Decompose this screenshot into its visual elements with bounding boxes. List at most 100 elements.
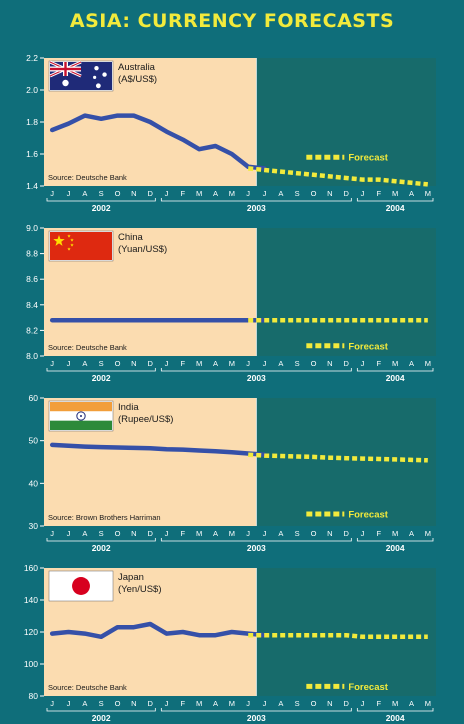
month-tick-label: D — [147, 699, 153, 708]
month-tick-label: J — [361, 529, 365, 538]
y-tick-label: 9.0 — [26, 223, 38, 233]
year-bracket — [160, 198, 352, 202]
y-tick-label: 2.2 — [26, 53, 38, 63]
year-label: 2003 — [247, 543, 266, 552]
month-tick-label: M — [196, 189, 202, 198]
year-bracket — [46, 708, 156, 712]
y-tick-label: 80 — [29, 691, 39, 701]
month-tick-label: A — [278, 529, 283, 538]
month-tick-label: N — [131, 359, 136, 368]
y-tick-label: 1.4 — [26, 181, 38, 191]
y-tick-label: 8.2 — [26, 325, 38, 335]
forecast-panel — [256, 398, 436, 526]
y-tick-label: 140 — [24, 595, 38, 605]
year-label: 2002 — [92, 203, 111, 212]
month-tick-label: A — [213, 359, 218, 368]
month-tick-label: S — [99, 529, 104, 538]
y-tick-label: 120 — [24, 627, 38, 637]
month-tick-label: A — [409, 359, 414, 368]
month-tick-label: S — [99, 359, 104, 368]
currency-chart-australia: 2.2 2.0 1.8 1.6 1.4 Australia(A$/US$) Source: … — [26, 53, 436, 212]
year-label: 2002 — [92, 373, 111, 382]
month-tick-label: J — [50, 359, 54, 368]
month-tick-label: J — [263, 359, 267, 368]
y-tick-label: 40 — [29, 478, 39, 488]
forecast-line — [248, 632, 428, 640]
country-name: India — [118, 402, 139, 413]
month-tick-label: N — [327, 359, 332, 368]
month-tick-label: D — [343, 359, 349, 368]
month-tick-label: O — [115, 699, 121, 708]
month-tick-label: N — [131, 529, 136, 538]
country-name: China — [118, 232, 144, 243]
charts-container: 2.2 2.0 1.8 1.6 1.4 Australia (A$/US$) Source: … — [0, 42, 464, 724]
month-tick-label: S — [295, 529, 300, 538]
forecast-panel — [256, 228, 436, 356]
country-name: Japan — [118, 572, 144, 583]
year-label: 2004 — [386, 203, 405, 212]
month-tick-label: A — [213, 699, 218, 708]
currency-unit: (Yen/US$) — [118, 584, 161, 595]
year-bracket — [356, 368, 434, 372]
month-tick-label: J — [246, 699, 250, 708]
month-tick-label: J — [361, 359, 365, 368]
y-tick-label: 1.8 — [26, 117, 38, 127]
year-bracket — [356, 198, 434, 202]
month-tick-label: M — [229, 529, 235, 538]
month-tick-label: J — [67, 359, 71, 368]
year-bracket — [356, 538, 434, 542]
year-label: 2003 — [247, 713, 266, 722]
year-label: 2004 — [386, 373, 405, 382]
month-tick-label: N — [131, 189, 136, 198]
month-tick-label: F — [181, 529, 186, 538]
source-note: Source: Deutsche Bank — [48, 343, 127, 352]
month-tick-label: D — [147, 189, 153, 198]
month-tick-label: M — [229, 189, 235, 198]
history-line — [49, 113, 267, 171]
month-tick-label: J — [246, 189, 250, 198]
y-tick-label: 160 — [24, 563, 38, 573]
page-title: ASIA: CURRENCY FORECASTS — [69, 10, 395, 32]
month-tick-label: M — [425, 359, 431, 368]
month-tick-label: F — [181, 189, 186, 198]
year-label: 2003 — [247, 373, 266, 382]
y-tick-label: 8.8 — [26, 249, 38, 259]
year-label: 2002 — [92, 713, 111, 722]
month-tick-label: M — [425, 529, 431, 538]
month-tick-label: S — [295, 189, 300, 198]
month-tick-label: A — [213, 189, 218, 198]
month-tick-label: A — [278, 359, 283, 368]
month-tick-label: F — [181, 699, 186, 708]
year-bracket — [46, 368, 156, 372]
month-tick-label: J — [165, 529, 169, 538]
month-tick-label: A — [82, 529, 87, 538]
month-tick-label: J — [50, 529, 54, 538]
month-tick-label: M — [392, 699, 398, 708]
month-tick-label: A — [82, 189, 87, 198]
month-tick-label: A — [82, 359, 87, 368]
australia-flag-icon — [48, 60, 114, 92]
month-tick-label: M — [392, 189, 398, 198]
china-flag-icon — [48, 230, 114, 262]
history-line — [49, 621, 267, 640]
year-bracket — [160, 708, 352, 712]
month-tick-label: J — [50, 189, 54, 198]
month-tick-label: O — [311, 359, 317, 368]
month-tick-label: D — [147, 359, 153, 368]
y-tick-label: 8.4 — [26, 300, 38, 310]
month-tick-label: M — [392, 529, 398, 538]
currency-chart-china: 9.0 8.8 8.6 8.4 8.2 8.0 China(Yuan/US$) Source:… — [26, 223, 436, 382]
month-tick-label: J — [67, 699, 71, 708]
japan-flag-icon — [48, 570, 114, 602]
month-tick-label: O — [115, 529, 121, 538]
year-label: 2004 — [386, 713, 405, 722]
month-tick-label: O — [115, 359, 121, 368]
month-tick-label: F — [377, 189, 382, 198]
month-tick-label: M — [196, 359, 202, 368]
month-tick-label: S — [99, 189, 104, 198]
forecast-panel — [256, 568, 436, 696]
month-tick-label: J — [246, 359, 250, 368]
month-tick-label: J — [165, 359, 169, 368]
forecast-panel — [256, 58, 436, 186]
month-tick-label: S — [99, 699, 104, 708]
